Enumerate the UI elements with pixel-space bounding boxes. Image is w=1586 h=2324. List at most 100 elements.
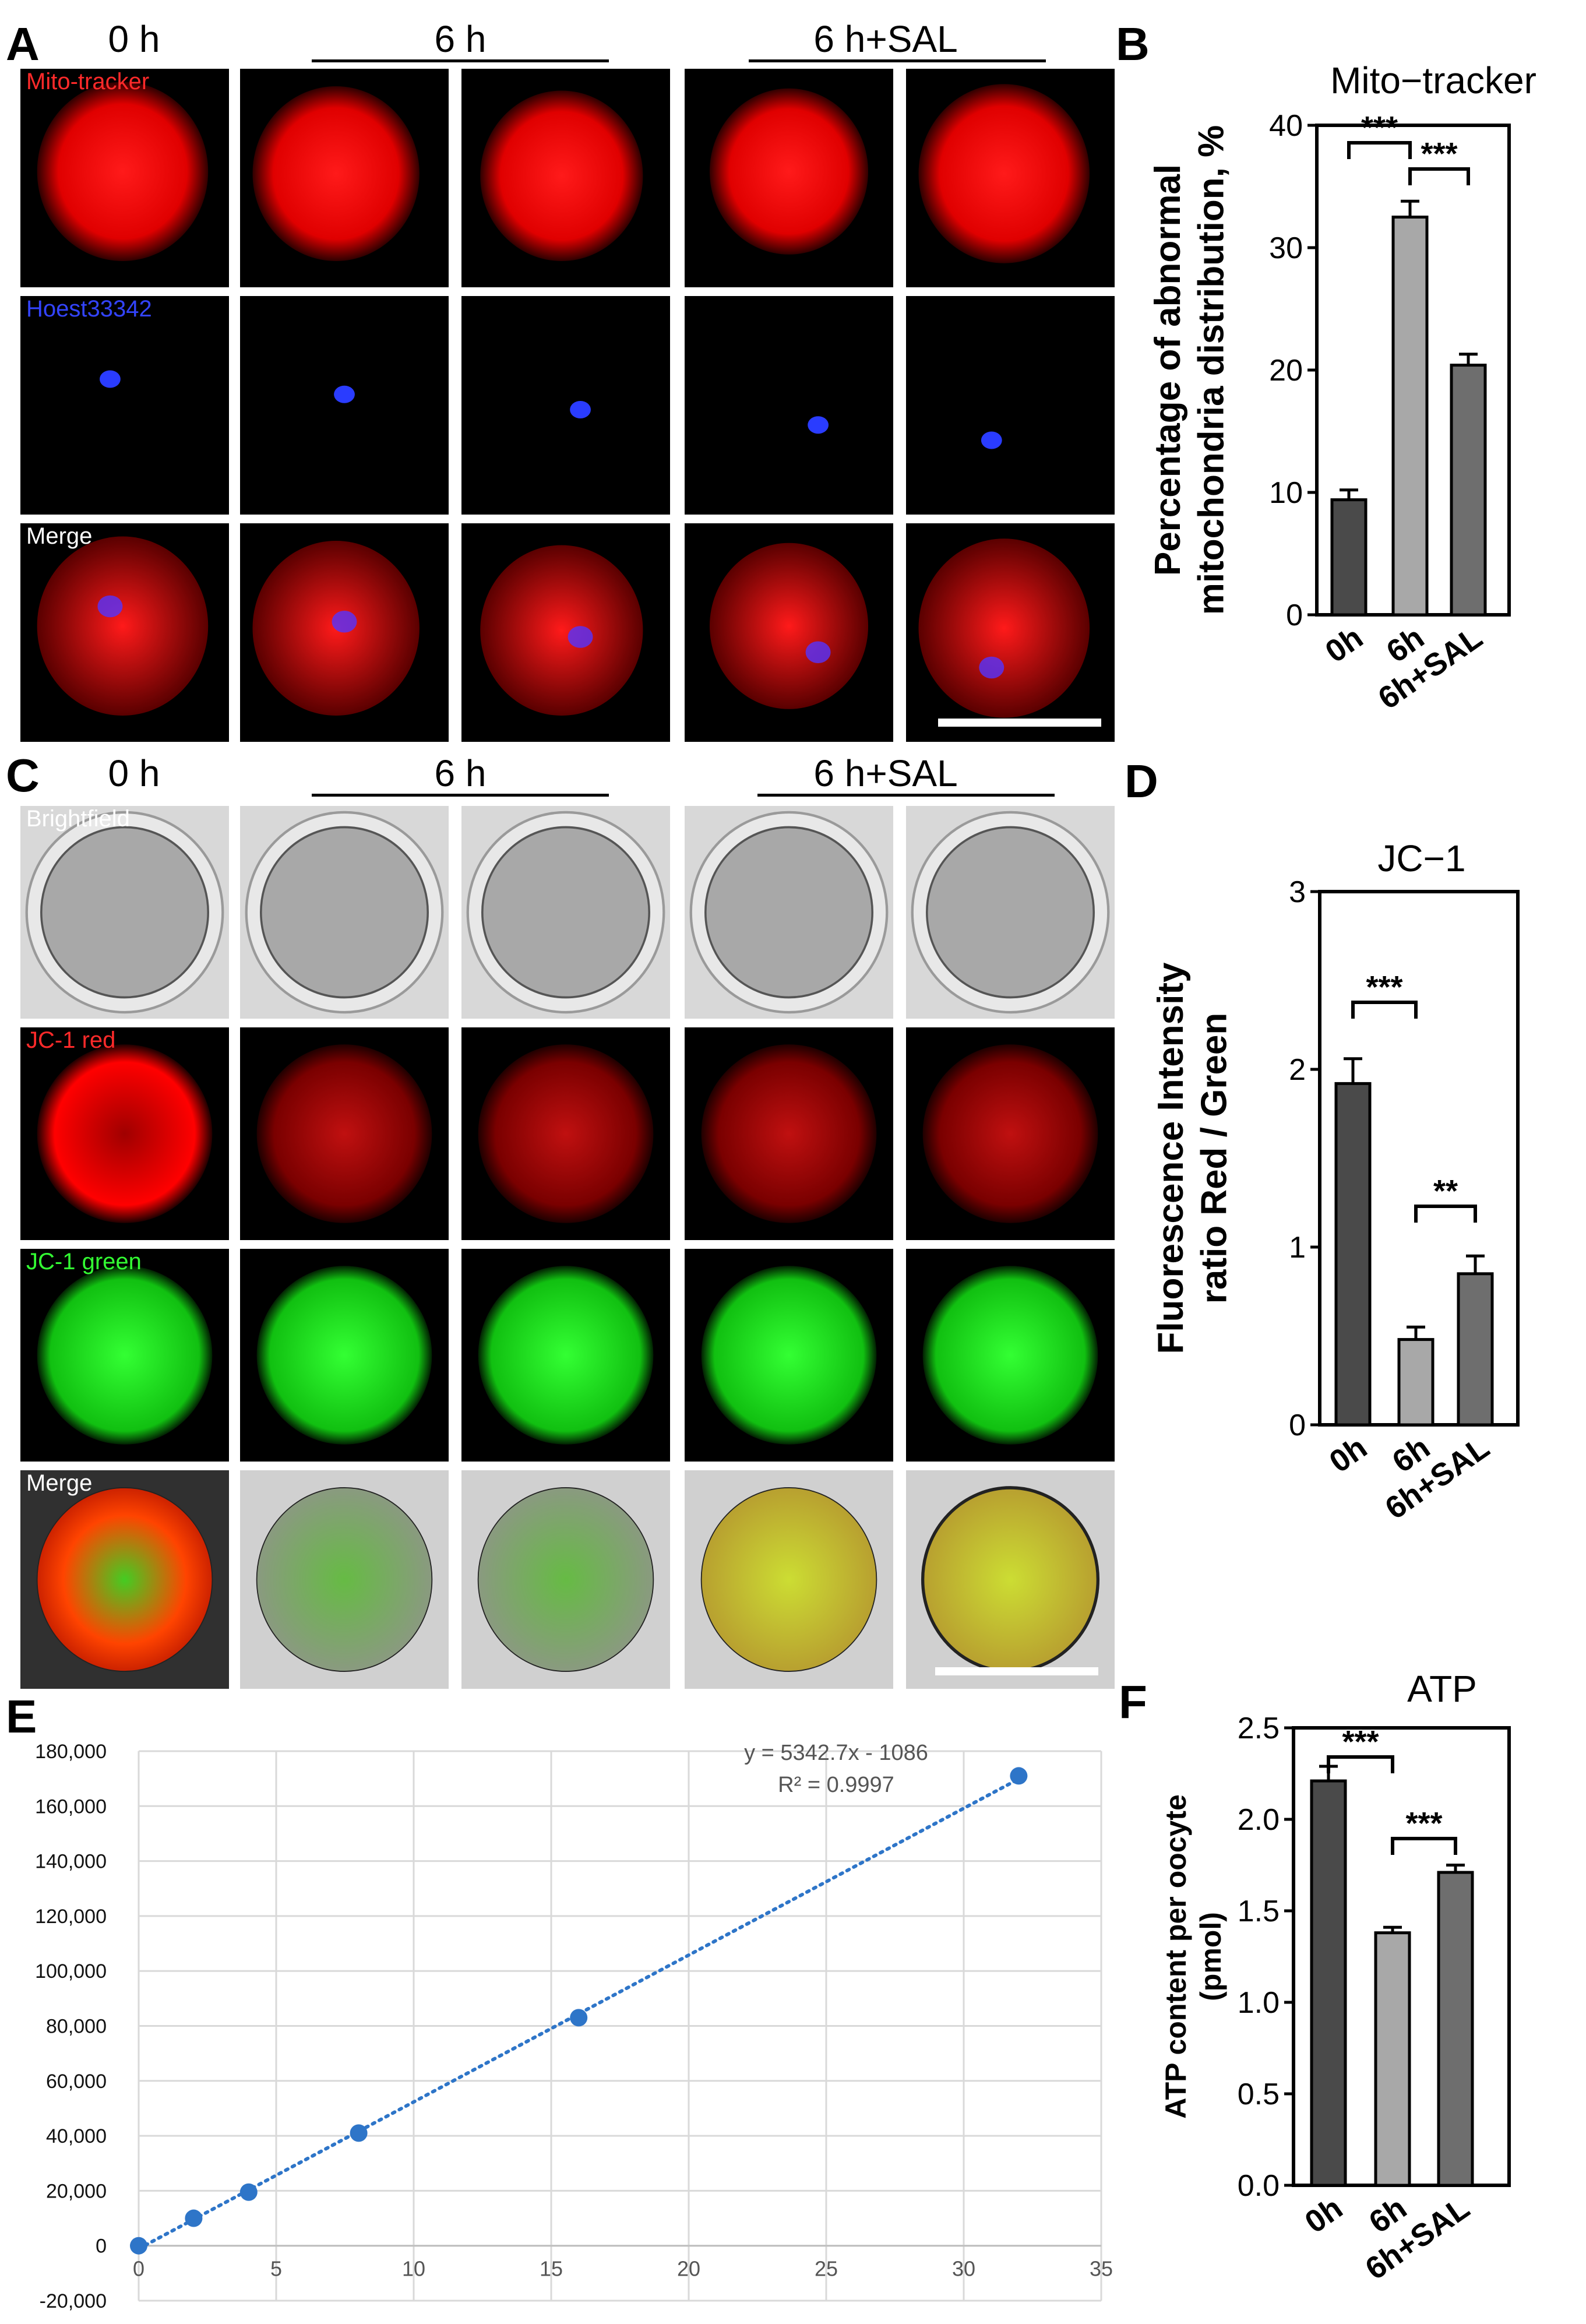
micrograph-a-r1-c2 (461, 296, 670, 515)
time-label-6h-sal: 6 h+SAL (813, 18, 958, 60)
sig-bracket-d-1 (1414, 1205, 1477, 1223)
micrograph-a-r1-c3 (685, 296, 893, 515)
y-tick-label-e-0: -20,000 (40, 2290, 107, 2312)
x-tick-label-e-5: 25 (815, 2257, 838, 2281)
x-tick-label-e-7: 35 (1090, 2257, 1113, 2281)
y-tick-label-f-5: 2.5 (1238, 1712, 1280, 1745)
time-label-6h: 6 h (434, 18, 487, 60)
x-tick-label-d-0: 0h (1323, 1430, 1373, 1480)
point-e-5 (1010, 1767, 1028, 1785)
x-tick-label-e-2: 10 (402, 2257, 425, 2281)
sig-bracket-b-0 (1347, 141, 1412, 159)
micrograph-c-r0-c4 (906, 806, 1115, 1019)
y-tick-label-f-3: 1.5 (1238, 1895, 1280, 1928)
micrograph-c-r3-c3 (685, 1470, 893, 1689)
sig-label-f-0: *** (1342, 1724, 1379, 1759)
sig-bracket-b-1 (1408, 167, 1470, 185)
x-tick-label-e-3: 15 (540, 2257, 563, 2281)
y-tick-label-e-3: 40,000 (46, 2125, 107, 2147)
y-axis-label-f: ATP content per oocyte(pmol) (1159, 1794, 1227, 2119)
y-tick-label-e-4: 60,000 (46, 2071, 107, 2093)
micrograph-c-r1-c0: JC-1 red (20, 1027, 229, 1240)
micrograph-c-r2-c2 (461, 1249, 670, 1462)
micrograph-c-r0-c0: Brightfield (20, 806, 229, 1019)
micrograph-c-r0-c1 (240, 806, 449, 1019)
sig-label-b-1: *** (1421, 136, 1457, 171)
y-axis-label-d: Fluorescence Intensityratio Red / Green (1151, 962, 1234, 1354)
panel-letter-b: B (1116, 18, 1150, 70)
y-tick-label-f-4: 2.0 (1238, 1803, 1280, 1837)
chart-title-b: Mito−tracker (1330, 59, 1536, 101)
time-label-0h: 0 h (108, 18, 160, 60)
time-bar-6h (312, 59, 609, 62)
micrograph-c-r1-c2 (461, 1027, 670, 1240)
micrograph-a-r2-c2 (461, 523, 670, 742)
panel-letter-a: A (6, 18, 40, 70)
sig-label-d-1: ** (1433, 1174, 1458, 1209)
y-tick-label-d-3: 3 (1289, 875, 1306, 909)
scale-bar-c (935, 1667, 1098, 1675)
micrograph-c-r1-c4 (906, 1027, 1115, 1240)
point-e-3 (350, 2124, 368, 2142)
y-tick-label-b-0: 0 (1286, 598, 1303, 632)
panel-letter-c: C (6, 749, 40, 801)
x-tick-label-b-0: 0h (1319, 620, 1369, 670)
panel-letter-d: D (1125, 755, 1158, 807)
sig-bracket-d-0 (1351, 1001, 1418, 1019)
sig-bracket-f-0 (1327, 1755, 1394, 1773)
bar-b-0 (1330, 498, 1368, 617)
bar-b-1 (1391, 216, 1429, 617)
point-e-1 (185, 2209, 203, 2227)
y-tick-label-f-0: 0.0 (1238, 2169, 1280, 2203)
micrograph-c-r3-c2 (461, 1470, 670, 1689)
bar-d-2 (1457, 1272, 1494, 1427)
time-bar-c-6h-sal (757, 794, 1055, 797)
y-tick-label-e-6: 100,000 (35, 1960, 107, 1983)
trend-r2: R² = 0.9997 (778, 1773, 894, 1797)
chart-b-mito-tracker: Mito−tracker 0 10 20 30 40 Percentage of abnor… (1148, 59, 1536, 716)
time-bar-6h-sal (749, 59, 1046, 62)
micrograph-a-r2-c3 (685, 523, 893, 742)
bar-d-0 (1334, 1082, 1372, 1427)
micrograph-c-r2-c0: JC-1 green (20, 1249, 229, 1462)
time-label-c-6h: 6 h (434, 752, 487, 794)
y-tick-label-d-1: 1 (1289, 1231, 1306, 1265)
row-label-a-2: Merge (26, 523, 93, 549)
y-tick-label-b-3: 30 (1269, 231, 1303, 265)
point-e-2 (239, 2183, 258, 2201)
y-tick-label-d-2: 2 (1289, 1053, 1306, 1087)
y-tick-label-e-2: 20,000 (46, 2180, 107, 2202)
micrograph-c-r2-c4 (906, 1249, 1115, 1462)
bar-d-1 (1397, 1338, 1435, 1427)
time-label-c-6h-sal: 6 h+SAL (813, 752, 958, 794)
y-tick-label-d-0: 0 (1289, 1409, 1306, 1442)
micrograph-a-r0-c4 (906, 69, 1115, 287)
x-tick-label-f-0: 0h (1299, 2191, 1349, 2240)
y-tick-label-e-1: 0 (96, 2235, 107, 2258)
y-tick-label-f-1: 0.5 (1238, 2077, 1280, 2111)
micrograph-c-r3-c0: Merge (20, 1470, 229, 1689)
sig-label-f-1: *** (1405, 1806, 1442, 1841)
micrograph-c-r3-c4 (906, 1470, 1115, 1689)
time-bar-c-6h (312, 794, 609, 797)
micrograph-c-r1-c1 (240, 1027, 449, 1240)
sig-label-b-0: *** (1361, 110, 1398, 145)
micrograph-a-r0-c1 (240, 69, 449, 287)
row-label-c-2: JC-1 green (26, 1249, 142, 1274)
chart-title-f: ATP (1407, 1668, 1477, 1710)
micrograph-c-r2-c1 (240, 1249, 449, 1462)
chart-title-d: JC−1 (1377, 837, 1465, 879)
y-tick-label-e-7: 120,000 (35, 1906, 107, 1928)
micrograph-c-r1-c3 (685, 1027, 893, 1240)
y-axis-label-b: Percentage of abnormalmitochondria distr… (1148, 125, 1231, 615)
micrograph-a-r0-c2 (461, 69, 670, 287)
micrograph-a-r2-c1 (240, 523, 449, 742)
y-tick-label-e-5: 80,000 (46, 2016, 107, 2038)
chart-f-atp: ATP 0.0 0.5 1.0 1.5 2.0 2.5 ATP content per ooc… (1159, 1668, 1511, 2287)
row-label-c-3: Merge (26, 1470, 93, 1496)
panel-letter-e: E (6, 1691, 37, 1742)
micrograph-a-r0-c3 (685, 69, 893, 287)
point-e-0 (130, 2237, 147, 2255)
y-tick-label-f-2: 1.0 (1238, 1986, 1280, 2020)
trend-equation: y = 5342.7x - 1086 (744, 1741, 928, 1765)
